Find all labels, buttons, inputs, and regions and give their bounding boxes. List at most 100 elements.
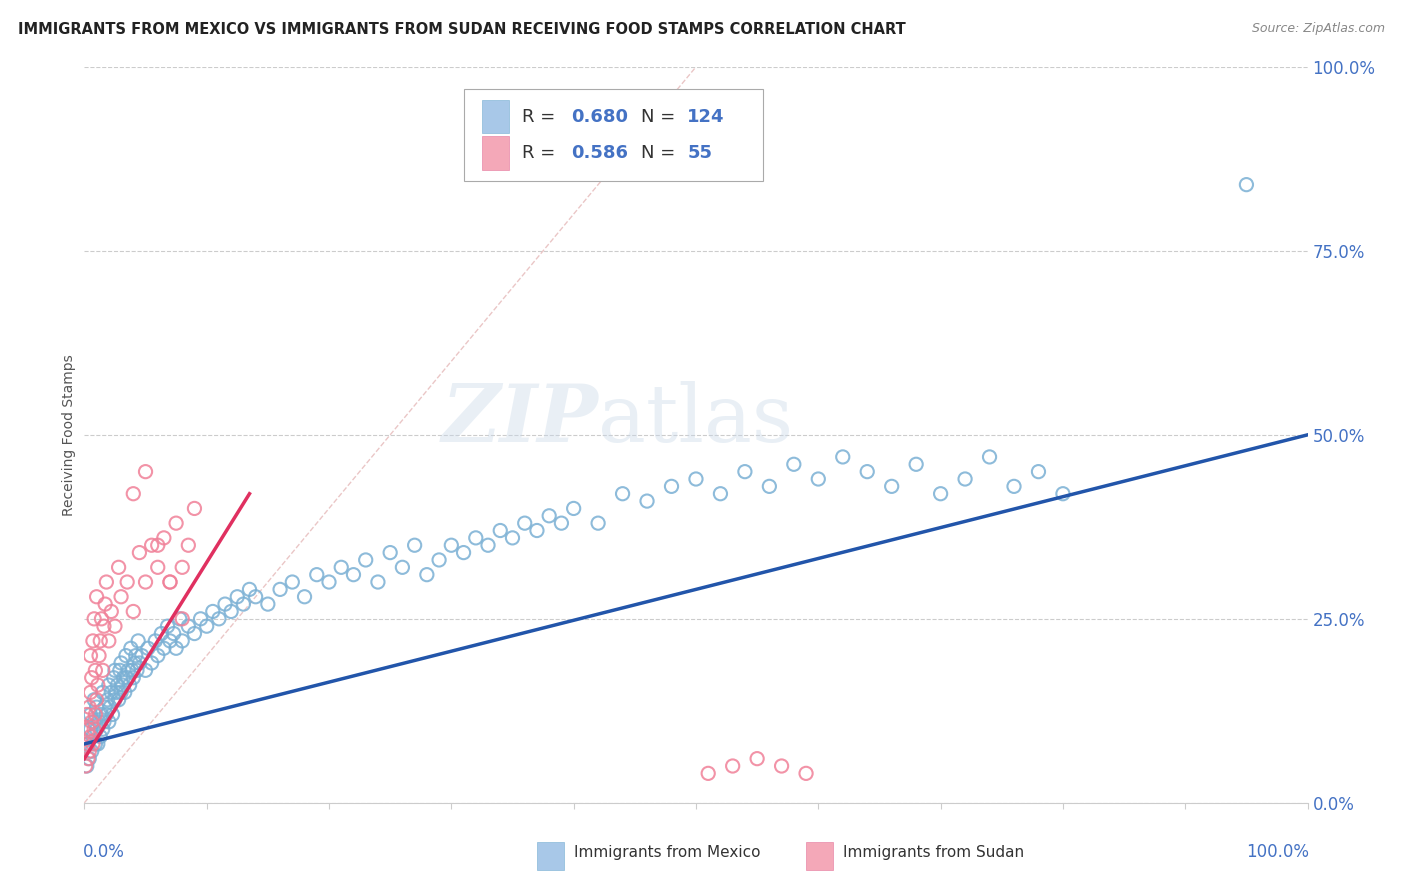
Point [107,560,129,574]
Point [477,538,499,552]
Point [77,737,100,751]
Point [80,744,103,758]
Point [1052,487,1074,501]
Point [79,730,101,744]
Point [195,619,218,633]
Point [77,751,100,765]
Point [86,590,108,604]
Point [905,457,928,471]
Point [77,700,100,714]
Point [661,479,683,493]
Point [257,597,280,611]
Point [880,479,903,493]
Point [128,656,150,670]
Point [165,641,187,656]
Point [114,685,136,699]
Point [104,619,127,633]
Point [856,465,879,479]
Point [117,664,139,678]
Point [91,685,114,699]
Point [146,560,169,574]
Point [146,538,169,552]
Point [97,633,120,648]
Point [380,545,402,560]
Point [108,664,131,678]
Point [80,714,103,729]
Point [172,560,194,574]
Point [159,575,181,590]
Point [143,633,166,648]
Point [245,590,267,604]
Point [354,553,377,567]
Text: 124: 124 [688,108,725,126]
Point [98,700,121,714]
Point [89,633,111,648]
Point [453,545,475,560]
Point [82,633,104,648]
Point [96,575,118,590]
Point [76,759,98,773]
Bar [806,842,832,870]
Point [103,671,125,685]
Point [101,707,124,722]
FancyBboxPatch shape [464,89,763,181]
Point [208,612,231,626]
Point [318,575,340,590]
Point [427,553,450,567]
Y-axis label: Receiving Food Stamps: Receiving Food Stamps [62,354,76,516]
Point [91,664,114,678]
Point [1028,465,1050,479]
Point [122,671,145,685]
Text: Immigrants from Sudan: Immigrants from Sudan [842,845,1024,860]
Point [86,700,108,714]
Text: 0.680: 0.680 [571,108,628,126]
Text: ZIP: ZIP [441,382,598,458]
Point [105,678,128,692]
Point [562,501,585,516]
Point [391,560,413,574]
Point [82,737,104,751]
Text: atlas: atlas [598,381,793,459]
Point [128,545,150,560]
Point [163,626,186,640]
Point [183,626,205,640]
Point [100,605,122,619]
Point [232,597,254,611]
Bar [482,101,509,134]
Point [538,508,561,523]
Point [721,759,744,773]
Point [294,590,316,604]
Point [96,707,118,722]
Point [83,612,105,626]
Point [83,692,105,706]
Point [100,685,122,699]
Text: N =: N = [641,144,681,162]
Point [115,671,138,685]
Point [115,648,138,663]
Point [104,664,127,678]
Text: Source: ZipAtlas.com: Source: ZipAtlas.com [1251,22,1385,36]
Point [84,737,107,751]
Point [93,714,115,729]
Point [122,605,145,619]
Point [953,472,976,486]
Point [105,685,128,699]
Point [685,472,707,486]
Point [238,582,260,597]
Point [80,671,103,685]
Point [177,538,200,552]
Point [77,723,100,737]
Point [110,590,132,604]
Point [120,641,142,656]
Point [76,737,98,751]
Point [97,714,120,729]
Point [87,737,110,751]
Point [156,619,179,633]
Point [794,766,817,780]
Point [110,685,132,699]
Point [177,619,200,633]
Text: 100.0%: 100.0% [1246,843,1309,862]
Point [807,472,830,486]
Point [115,575,138,590]
Point [79,648,101,663]
